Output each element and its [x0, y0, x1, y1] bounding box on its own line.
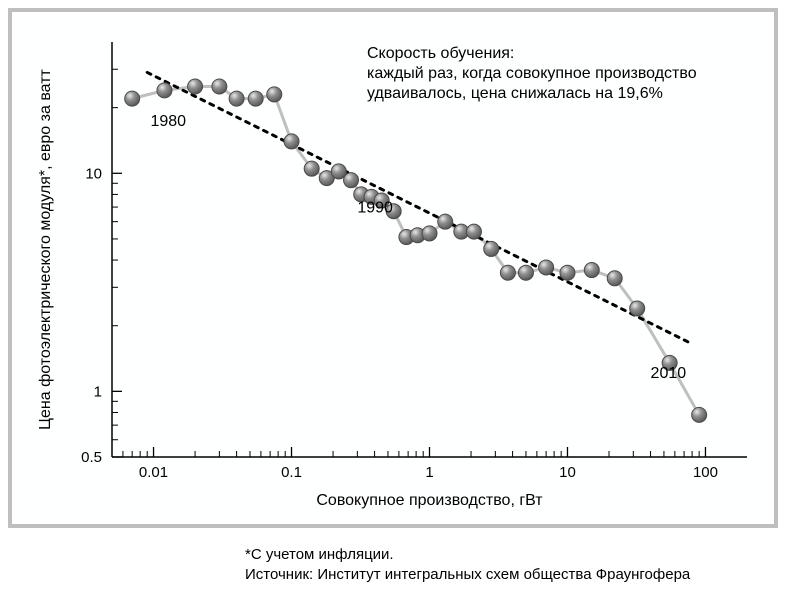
data-point [466, 224, 481, 239]
data-point [125, 91, 140, 106]
data-point [157, 83, 172, 98]
y-tick-label: 1 [94, 383, 102, 400]
data-point [607, 271, 622, 286]
annotation-line: Скорость обучения: [367, 45, 514, 62]
data-point [484, 241, 499, 256]
data-point [584, 263, 599, 278]
year-label: 1980 [150, 113, 186, 130]
footnote-source: Источник: Институт интегральных схем общ… [245, 565, 690, 585]
data-polyline [132, 87, 699, 415]
data-point [692, 407, 707, 422]
data-point [630, 301, 645, 316]
data-point [229, 91, 244, 106]
data-point [267, 87, 282, 102]
data-point [518, 265, 533, 280]
x-tick-label: 100 [693, 464, 718, 481]
x-tick-label: 1 [425, 464, 433, 481]
data-point [304, 161, 319, 176]
x-tick-label: 0.01 [139, 464, 168, 481]
year-label: 2010 [651, 365, 687, 382]
trend-line [147, 72, 692, 343]
data-point [560, 265, 575, 280]
annotation-line: удваивалось, цена снижалась на 19,6% [367, 85, 663, 102]
footnote: *С учетом инфляции. Источник: Институт и… [245, 545, 690, 586]
data-point [422, 226, 437, 241]
y-tick-label: 0.5 [81, 449, 102, 466]
y-axis-label: Цена фотоэлектрического модуля*, евро за… [37, 68, 54, 429]
x-axis-label: Совокупное производство, гВт [316, 492, 543, 509]
y-tick-label: 10 [85, 165, 102, 182]
data-point [539, 260, 554, 275]
data-point [188, 79, 203, 94]
x-tick-label: 0.1 [281, 464, 302, 481]
data-point [500, 265, 515, 280]
data-point [212, 79, 227, 94]
data-point [344, 173, 359, 188]
year-label: 1990 [357, 200, 393, 217]
footnote-inflation: *С учетом инфляции. [245, 545, 690, 565]
data-point [284, 134, 299, 149]
data-point [438, 214, 453, 229]
pv-learning-curve-chart: 0.01 0.1 1 10 100 0.5 1 10 Совокупное производст… [12, 12, 782, 532]
chart-frame: 0.01 0.1 1 10 100 0.5 1 10 Совокупное производст… [8, 8, 778, 528]
annotation-line: каждый раз, когда совокупное производств… [367, 65, 697, 82]
data-point [248, 91, 263, 106]
x-tick-label: 10 [559, 464, 576, 481]
